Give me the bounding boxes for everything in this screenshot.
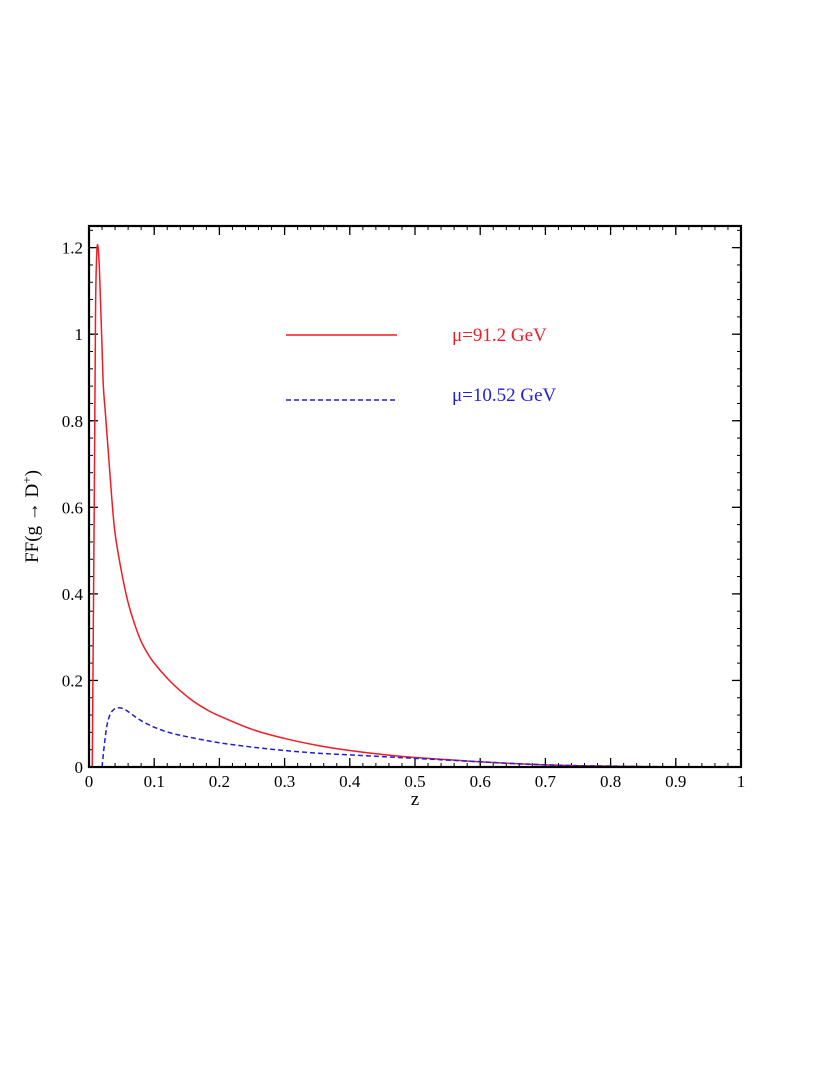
x-tick-label: 0 <box>85 772 94 791</box>
x-tick-label: 0.5 <box>404 772 425 791</box>
x-tick-label: 0.6 <box>470 772 491 791</box>
x-tick-label: 0.2 <box>209 772 230 791</box>
x-axis-title: z <box>411 789 419 810</box>
series-line-1 <box>101 706 742 768</box>
y-axis-title-sup: + <box>19 476 34 483</box>
y-tick-label: 0.4 <box>62 585 84 604</box>
series-lines <box>91 243 742 768</box>
y-tick-label: 0.8 <box>62 412 83 431</box>
legend: μ=91.2 GeV μ=10.52 GeV <box>286 325 557 406</box>
x-tick-label: 1 <box>737 772 746 791</box>
y-axis-title-main: FF(g → D <box>22 484 43 563</box>
plot-frame <box>87 224 743 769</box>
y-tick-label: 0.2 <box>62 671 83 690</box>
x-tick-label: 0.9 <box>665 772 686 791</box>
y-axis-title: FF(g → D+) <box>19 470 44 563</box>
y-tick-label: 0 <box>75 758 84 777</box>
legend-label-mu-91-2: μ=91.2 GeV <box>452 325 547 346</box>
x-tick-label: 0.4 <box>339 772 361 791</box>
y-axis-title-close: ) <box>22 470 43 476</box>
y-tick-label: 0.6 <box>62 498 83 517</box>
x-tick-label: 0.3 <box>274 772 295 791</box>
y-tick-label: 1 <box>75 325 84 344</box>
x-tick-label: 0.1 <box>144 772 165 791</box>
x-tick-label: 0.7 <box>535 772 557 791</box>
minor-ticks <box>88 226 742 768</box>
y-tick-labels: 0 0.2 0.4 0.6 0.8 1 1.2 <box>62 239 84 777</box>
major-ticks <box>88 226 742 768</box>
legend-label-mu-10-52: μ=10.52 GeV <box>452 385 557 406</box>
x-tick-labels: 0 0.1 0.2 0.3 0.4 0.5 0.6 0.7 0.8 0.9 1 <box>85 772 746 791</box>
y-tick-label: 1.2 <box>62 239 83 258</box>
series-line-0 <box>91 243 742 768</box>
x-tick-label: 0.8 <box>600 772 621 791</box>
